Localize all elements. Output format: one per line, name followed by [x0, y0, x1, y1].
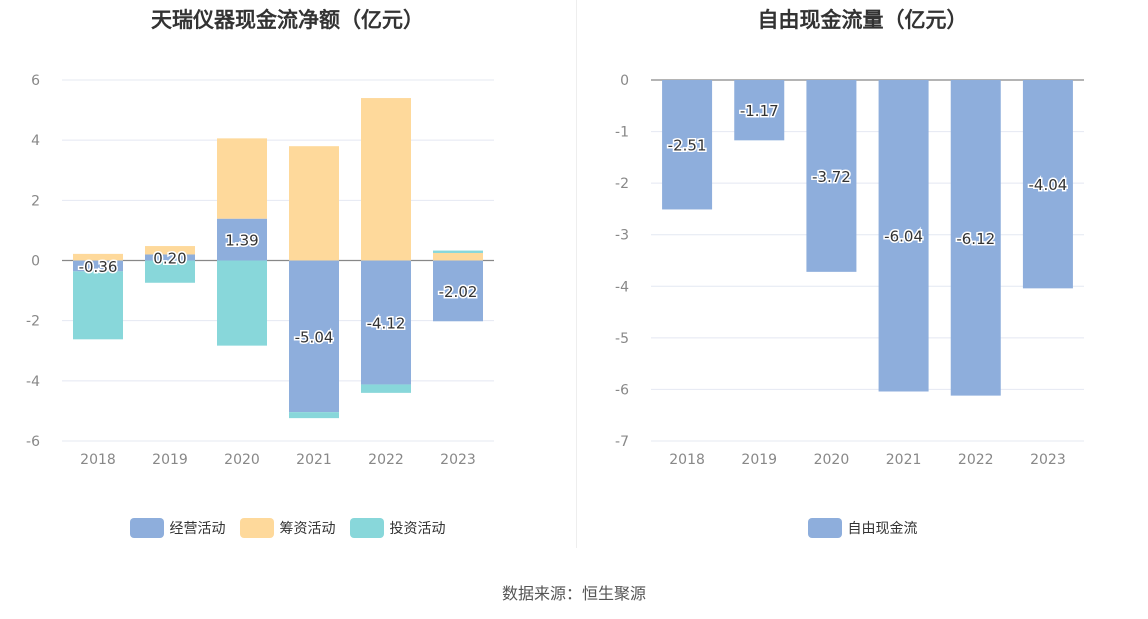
y-tick-label: 6 [31, 73, 40, 89]
bar [433, 250, 483, 253]
free-cashflow-chart: 自由现金流量（亿元） -7 -6 -5 -4 -3 -2 -1 0 2018 2019 2020 20… [577, 0, 1148, 560]
legend-swatch [129, 518, 164, 538]
y-tick-label: -5 [615, 331, 629, 347]
legend-item[interactable]: 投资活动 [349, 518, 446, 538]
bar [361, 98, 411, 261]
legend: 自由现金流 [577, 518, 1148, 538]
data-label: -4.04 [1029, 176, 1068, 194]
bar [878, 80, 929, 392]
chart-title: 自由现金流量（亿元） [757, 8, 968, 32]
x-tick-label: 2018 [80, 452, 116, 468]
data-label: -6.04 [884, 228, 923, 246]
y-tick-label: -7 [615, 434, 629, 450]
cashflow-net-chart: 天瑞仪器现金流净额（亿元） -6 -4 -2 0 2 4 6 2018 2019 2020 2021… [0, 0, 575, 560]
data-label: -3.72 [812, 168, 851, 186]
x-tick-label: 2020 [814, 452, 850, 468]
bar [73, 253, 123, 261]
bar [289, 412, 339, 419]
data-label: -4.12 [367, 314, 406, 332]
bar [433, 260, 483, 322]
x-tick-label: 2019 [741, 452, 777, 468]
legend-swatch [807, 518, 842, 538]
bar [145, 246, 195, 255]
y-tick-label: 0 [620, 73, 629, 89]
bar [662, 80, 713, 210]
bar [289, 260, 339, 413]
x-tick-label: 2022 [958, 452, 994, 468]
legend-item[interactable]: 经营活动 [129, 518, 226, 538]
x-tick-label: 2020 [224, 452, 260, 468]
y-tick-label: -2 [615, 176, 629, 192]
data-label: -5.04 [295, 328, 334, 346]
data-label: -6.12 [956, 230, 995, 248]
panel-divider [576, 0, 577, 548]
bar [950, 80, 1001, 396]
legend-swatch [239, 518, 274, 538]
y-tick-label: -1 [615, 125, 629, 141]
legend: 经营活动 筹资活动 投资活动 [0, 518, 575, 538]
chart-title: 天瑞仪器现金流净额（亿元） [151, 8, 424, 32]
x-tick-label: 2023 [440, 452, 476, 468]
bar [361, 260, 411, 385]
bar [73, 260, 123, 272]
y-tick-label: 4 [31, 133, 40, 149]
bar [145, 260, 195, 283]
y-tick-label: 0 [31, 254, 40, 270]
x-tick-label: 2019 [152, 452, 188, 468]
y-tick-label: -6 [26, 434, 40, 450]
bar [289, 146, 339, 261]
cashflow-net-plot: -6 -4 -2 0 2 4 6 2018 2019 2020 2021 2022 2023 -0.36 0… [26, 73, 494, 468]
bar [1022, 80, 1073, 289]
bar [433, 252, 483, 261]
data-label: -2.02 [439, 283, 478, 301]
y-tick-label: 2 [31, 193, 40, 209]
legend-label: 投资活动 [389, 521, 446, 537]
free-cashflow-plot: -7 -6 -5 -4 -3 -2 -1 0 2018 2019 2020 2021 2022 2023 -… [615, 73, 1084, 468]
x-tick-label: 2022 [368, 452, 404, 468]
data-label: -0.36 [79, 258, 118, 276]
bar [145, 254, 195, 261]
bar [806, 80, 857, 272]
y-tick-label: -4 [615, 279, 629, 295]
legend-label: 筹资活动 [279, 521, 336, 537]
legend-label: 经营活动 [169, 521, 226, 537]
y-tick-label: -6 [615, 382, 629, 398]
y-tick-label: -2 [26, 314, 40, 330]
data-label: 1.39 [225, 232, 258, 250]
bar [361, 384, 411, 393]
legend-swatch [349, 518, 384, 538]
bar [734, 80, 785, 141]
data-source: 数据来源：恒生聚源 [501, 584, 646, 603]
bar [73, 271, 123, 340]
x-tick-label: 2021 [886, 452, 922, 468]
data-label: 0.20 [153, 249, 186, 267]
y-tick-label: -4 [26, 374, 40, 390]
y-tick-label: -3 [615, 228, 629, 244]
x-tick-label: 2021 [296, 452, 332, 468]
data-label: -2.51 [668, 137, 707, 155]
x-tick-label: 2018 [669, 452, 705, 468]
legend-item[interactable]: 筹资活动 [239, 518, 336, 538]
x-tick-label: 2023 [1030, 452, 1066, 468]
legend-label: 自由现金流 [847, 521, 918, 537]
bar [217, 260, 267, 346]
data-label: -1.17 [740, 102, 779, 120]
bar [217, 138, 267, 219]
bar [217, 218, 267, 261]
legend-item[interactable]: 自由现金流 [807, 518, 918, 538]
